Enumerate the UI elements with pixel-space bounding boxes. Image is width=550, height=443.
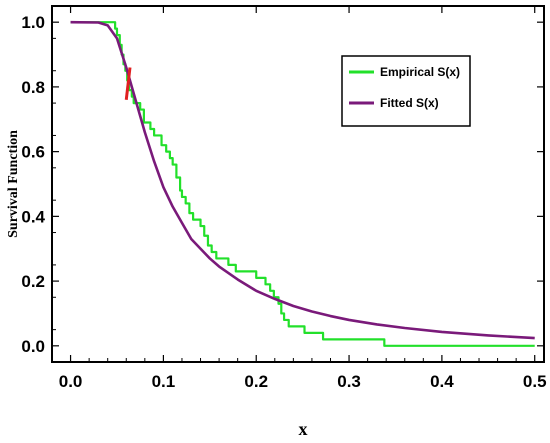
legend: Empirical S(x) Fitted S(x) bbox=[341, 55, 471, 127]
y-axis-label: Survival Function bbox=[6, 130, 21, 238]
series-layer bbox=[70, 20, 535, 347]
x-tick-label: 0.4 bbox=[430, 372, 454, 391]
y-tick-label: 1.0 bbox=[21, 13, 45, 32]
x-tick-label: 0.0 bbox=[59, 372, 83, 391]
x-tick-label: 0.5 bbox=[523, 372, 547, 391]
plot-frame bbox=[51, 5, 545, 363]
legend-label-empirical: Empirical S(x) bbox=[380, 65, 460, 79]
y-tick-label: 0.8 bbox=[21, 78, 45, 97]
x-tick-label: 0.1 bbox=[152, 372, 176, 391]
y-tick-label: 0.4 bbox=[21, 207, 45, 226]
tick-layer: 0.0 0.1 0.2 0.3 0.4 0.5 0.0 0.2 0.4 0.6 0.8 1.0 bbox=[21, 6, 547, 391]
y-tick-label: 0.6 bbox=[21, 143, 45, 162]
y-tick-label: 0.0 bbox=[21, 337, 45, 356]
legend-label-fitted: Fitted S(x) bbox=[380, 96, 439, 110]
x-axis-label: x bbox=[299, 419, 308, 439]
series-line-marker-2 bbox=[124, 67, 132, 101]
y-tick-label: 0.2 bbox=[21, 272, 45, 291]
x-tick-label: 0.2 bbox=[244, 372, 268, 391]
x-tick-label: 0.3 bbox=[337, 372, 361, 391]
legend-box bbox=[341, 55, 471, 127]
